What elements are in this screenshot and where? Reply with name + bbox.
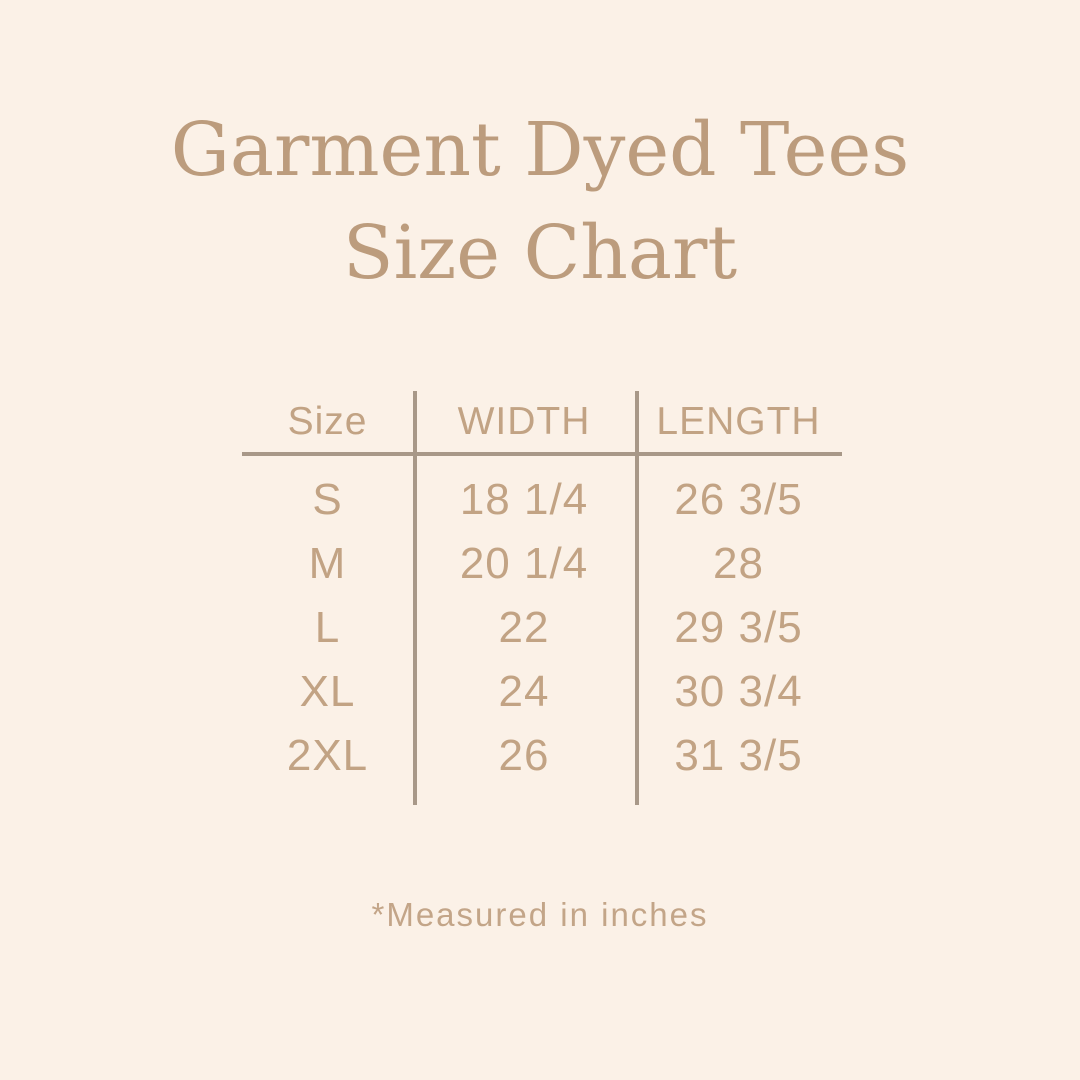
width-cell: 22	[498, 603, 550, 652]
table-row: 2XL 26 31 3/5	[242, 724, 842, 788]
column-divider-size-width	[413, 391, 417, 805]
size-cell: 2XL	[286, 731, 369, 780]
table-row: S 18 1/4 26 3/5	[242, 468, 842, 532]
size-cell: M	[308, 539, 347, 588]
measured-in-inches-note: *Measured in inches	[371, 896, 709, 933]
length-cell: 29 3/5	[674, 603, 803, 652]
header-underline	[242, 452, 842, 456]
header-width: WIDTH	[457, 399, 591, 443]
width-cell: 26	[498, 731, 550, 780]
width-cell: 20 1/4	[459, 539, 589, 588]
size-cell: XL	[299, 667, 356, 716]
table-header-row: Size WIDTH LENGTH	[242, 391, 842, 452]
size-cell: L	[314, 603, 341, 652]
page-title-line2: Size Chart	[342, 210, 738, 296]
table-row: M 20 1/4 28	[242, 532, 842, 596]
length-cell: 28	[713, 539, 764, 588]
size-cell: S	[312, 475, 343, 524]
table-row: L 22 29 3/5	[242, 596, 842, 660]
length-cell: 26 3/5	[674, 475, 803, 524]
page-title: Garment Dyed Tees Size Chart	[0, 99, 1080, 305]
header-length: LENGTH	[656, 399, 821, 443]
header-size: Size	[287, 399, 368, 443]
width-cell: 24	[498, 667, 550, 716]
table-body: S 18 1/4 26 3/5 M 20 1/4 28 L 22 29 3/5 …	[242, 468, 842, 788]
column-divider-width-length	[635, 391, 639, 805]
page-title-line1: Garment Dyed Tees	[170, 107, 910, 193]
length-cell: 31 3/5	[674, 731, 803, 780]
length-cell: 30 3/4	[674, 667, 803, 716]
table-row: XL 24 30 3/4	[242, 660, 842, 724]
width-cell: 18 1/4	[459, 475, 589, 524]
